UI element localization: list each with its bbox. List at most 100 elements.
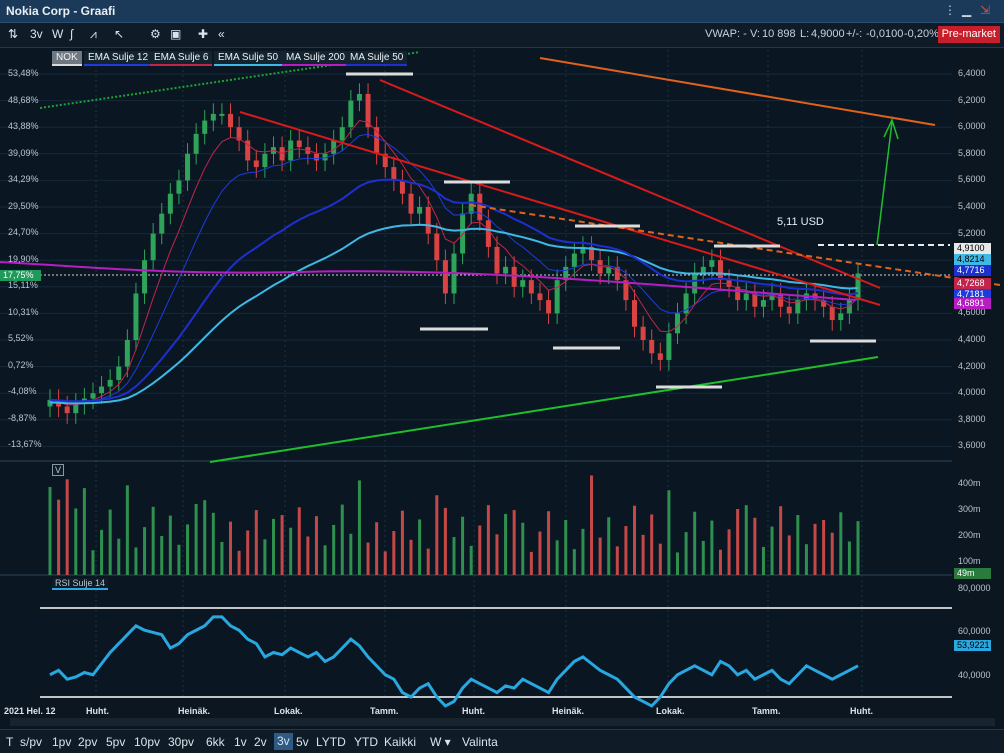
vwap-label: VWAP: - [705,28,747,40]
image-icon[interactable]: ▣ [170,27,182,41]
period-button[interactable]: 6kk [206,735,225,749]
right-axis-label: 5,4000 [958,201,986,211]
right-axis-label: 5,8000 [958,147,986,158]
x-axis-label: Lokak. [274,706,303,716]
change-pct: -0,20% [904,28,939,40]
menu-icon[interactable]: ⋮ [944,3,956,17]
left-axis-label: 5,52% [8,333,34,344]
period-button[interactable]: 30pv [168,735,195,749]
left-axis-label: 48,68% [8,94,39,105]
x-axis-label: Huht. [850,706,873,716]
indicator-icon[interactable]: ∫ [70,27,74,41]
right-axis-label: 6,0000 [958,121,986,132]
left-axis-label: 15,11% [8,280,38,291]
right-axis-label: 3,6000 [958,440,986,451]
settings-icon[interactable]: ⚙ [150,27,161,41]
volume-tag: 49m [954,568,991,579]
period-w-button[interactable]: W [52,27,64,41]
volume-value: 10 898 [762,28,796,40]
left-axis-label: 10,31% [8,306,39,317]
right-axis-label: 5,6000 [958,174,986,185]
left-axis-label: 19,90% [8,253,39,264]
period-button[interactable]: LYTD [316,735,346,749]
cursor-icon[interactable]: ↖ [114,27,125,41]
price-tag: 4,9100 [954,243,991,254]
price-tag: 4,7716 [954,265,991,276]
x-axis-label: Heinäk. [552,706,585,716]
price-tag: 4,6891 [954,298,991,309]
legend-item[interactable]: EMA Sulje 6 [150,51,213,66]
chart-toolbar: ⇅ 3v W ∫ ⩘ ↖ ⚙ ▣ ✚ « VWAP: - V: 10 898 L… [0,23,1004,48]
period-button[interactable]: Valinta [462,735,498,749]
right-axis-label: 4,2000 [958,360,986,371]
period-button[interactable]: 1v [234,735,247,749]
left-axis-label: 39,09% [8,147,39,158]
right-axis-label: 3,8000 [958,413,986,424]
chart-type-icon[interactable]: ⩘ [90,27,97,41]
left-axis-label: 0,72% [8,359,34,370]
x-axis-label: Lokak. [656,706,685,716]
pin-icon[interactable]: ⇲ [980,3,991,17]
rsi-tag: 53,9221 [954,640,991,651]
period-button[interactable]: 5v [296,735,309,749]
left-axis-label: 34,29% [8,174,39,185]
rsi-axis-label: 60,0000 [958,626,991,636]
period-button[interactable]: 2v [254,735,267,749]
period-button[interactable]: Kaikki [384,735,417,749]
legend-item[interactable]: EMA Sulje 12 [84,51,153,66]
period-button[interactable]: 2pv [78,735,98,749]
current-pct-tag: 17,75% [0,270,41,281]
add-icon[interactable]: ✚ [198,27,209,41]
right-axis-label: 4,6000 [958,307,986,318]
rsi-axis-label: 80,0000 [958,583,991,593]
legend-item[interactable]: MA Sulje 50 [346,51,408,66]
period-button[interactable]: W ▾ [430,735,451,749]
chart-scrollbar[interactable] [10,718,995,726]
window-titlebar: Nokia Corp - Graafi ⋮ ▁ ⇲ [0,0,1004,23]
premarket-badge: Pre-market [937,26,1000,43]
price-tag: 4,7268 [954,278,991,289]
collapse-icon[interactable]: « [218,27,225,41]
period-button[interactable]: s/pv [20,735,43,749]
right-axis-label: 5,2000 [958,227,986,238]
x-axis-label: Tamm. [370,706,399,716]
x-axis-label: Tamm. [752,706,781,716]
left-axis-label: -8,87% [8,412,37,423]
volume-label: V: [750,28,760,40]
chart-area[interactable] [0,48,952,700]
volume-axis-label: 200m [958,530,981,540]
period-button[interactable]: 10pv [134,735,161,749]
left-axis-label: 24,70% [8,227,39,238]
period-button[interactable]: 1pv [52,735,72,749]
target-annotation: 5,11 USD [777,216,824,228]
x-axis-label: Heinäk. [178,706,211,716]
left-axis-label: 53,48% [8,68,39,78]
window-title: Nokia Corp - Graafi [6,4,116,18]
crosshair-toggle-icon[interactable]: ⇅ [8,27,19,41]
right-axis-label: 6,2000 [958,94,986,105]
price-tag: 4,7181 [954,289,991,300]
change-value: -0,0100 [866,28,904,40]
price-tag: 4,8214 [954,254,991,265]
period-button[interactable]: 5pv [106,735,126,749]
right-axis-label: 4,0000 [958,387,986,398]
volume-panel-label: V [52,464,65,476]
legend-item[interactable]: EMA Sulje 50 [214,51,283,66]
right-axis-label: 4,4000 [958,334,986,344]
minimize-icon[interactable]: ▁ [962,3,972,17]
last-value: 4,9000 [811,28,845,40]
change-label: +/-: [846,28,863,40]
volume-axis-label: 400m [958,478,981,488]
x-axis-label: 2021 Hel. 12 [4,706,56,716]
legend-item[interactable]: MA Sulje 200 [282,51,349,66]
legend-item[interactable]: NOK [52,51,82,66]
period-3v-button[interactable]: 3v [30,27,43,41]
period-button[interactable]: 3v [274,733,293,750]
volume-axis-label: 100m [958,556,981,566]
left-axis-label: 29,50% [8,200,39,211]
period-button[interactable]: YTD [354,735,378,749]
period-button[interactable]: T [6,735,14,749]
x-axis-label: Huht. [462,706,485,716]
left-axis-label: -4,08% [8,386,37,397]
